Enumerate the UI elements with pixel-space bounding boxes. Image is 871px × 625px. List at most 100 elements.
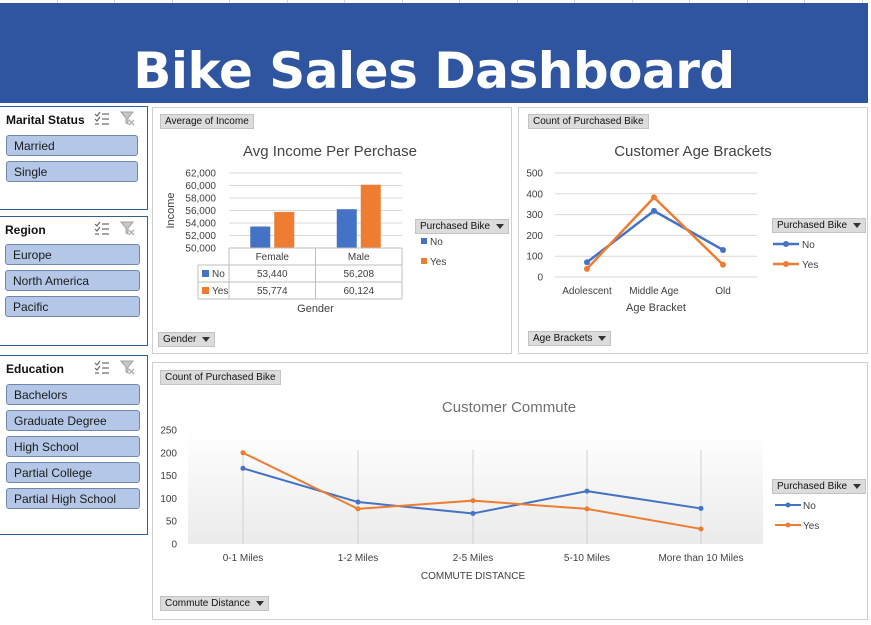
legend-marker-yes	[783, 261, 789, 267]
clear-filter-icon[interactable]	[120, 360, 136, 375]
y-tick-label: 250	[160, 426, 177, 437]
data-point-no	[584, 259, 590, 266]
chart-title: Customer Commute	[442, 399, 576, 416]
bar-yes-female	[274, 211, 295, 248]
data-point-no	[651, 207, 657, 214]
table-series-name: Yes	[212, 286, 228, 297]
legend-label-yes: Yes	[802, 260, 818, 271]
legend-label-no: No	[430, 237, 443, 248]
series-line-no	[586, 209, 724, 264]
y-tick-label: 60,000	[185, 181, 216, 192]
axis-filter-age-brackets[interactable]: Age Brackets	[528, 331, 612, 346]
y-tick-label: 50,000	[185, 244, 216, 255]
x-tick-label: 5-10 Miles	[564, 553, 610, 564]
multi-select-icon[interactable]	[94, 221, 110, 236]
bar-no-female	[250, 226, 271, 248]
y-tick-label: 200	[526, 231, 543, 242]
slicer-item-pacific[interactable]: Pacific	[5, 296, 140, 317]
slicer-item-north-america[interactable]: North America	[5, 270, 140, 291]
x-tick-label: Adolescent	[562, 286, 612, 297]
data-label: 56,208	[343, 269, 374, 280]
legend-filter-purchased-bike[interactable]: Purchased Bike	[415, 219, 510, 234]
x-tick-label: Old	[715, 286, 731, 297]
y-tick-label: 300	[526, 210, 543, 221]
legend-label-yes: Yes	[803, 521, 819, 532]
legend-label-no: No	[802, 240, 815, 251]
dashboard-title: Bike Sales Dashboard	[133, 42, 735, 100]
y-tick-label: 400	[526, 189, 543, 200]
axis-filter-gender[interactable]: Gender	[158, 332, 216, 347]
data-point-yes	[584, 265, 590, 272]
commute-line-chart: Customer Commute 0 50 100 150 200 250 0-1 Miles…	[160, 399, 819, 582]
region-slicer: Region Europe North America Pacific	[0, 216, 148, 346]
multi-select-icon[interactable]	[94, 360, 110, 375]
chart-title: Customer Age Brackets	[614, 143, 772, 160]
y-tick-label: 0	[537, 273, 543, 284]
data-point-yes	[470, 498, 476, 504]
y-tick-label: 500	[526, 169, 543, 180]
age-chart-panel: Count of Purchased Bike Age Brackets Pur…	[518, 107, 868, 354]
slicer-title-education: Education	[6, 362, 65, 376]
legend-filter-purchased-bike[interactable]: Purchased Bike	[772, 479, 867, 494]
y-tick-label: 54,000	[185, 219, 216, 230]
field-tag-count-purchased[interactable]: Count of Purchased Bike	[160, 370, 281, 385]
y-tick-label: 50	[166, 517, 178, 528]
slicer-title-marital: Marital Status	[6, 113, 85, 127]
data-point-no	[698, 505, 704, 511]
field-tag-average-income[interactable]: Average of Income	[160, 114, 254, 129]
clear-filter-icon[interactable]	[120, 221, 136, 236]
field-tag-count-purchased[interactable]: Count of Purchased Bike	[528, 114, 649, 129]
slicer-title-region: Region	[5, 223, 46, 237]
x-tick-label: Male	[348, 252, 370, 263]
y-tick-label: 62,000	[185, 169, 216, 180]
legend-key-no	[421, 238, 427, 244]
slicer-item-bachelors[interactable]: Bachelors	[6, 384, 140, 405]
data-label: 55,774	[257, 286, 288, 297]
y-tick-label: 58,000	[185, 194, 216, 205]
age-line-chart: Customer Age Brackets 0 100 200 300 400 500 Ado…	[526, 143, 818, 314]
y-tick-label: 150	[160, 471, 177, 482]
income-bar-chart: Avg Income Per Perchase 50,000 52,00054,00…	[165, 143, 446, 315]
x-axis-label: Gender	[297, 303, 334, 315]
legend-marker-no	[783, 241, 789, 247]
slicer-item-europe[interactable]: Europe	[5, 244, 140, 265]
y-tick-label: 52,000	[185, 231, 216, 242]
axis-filter-commute-distance[interactable]: Commute Distance	[160, 596, 270, 611]
table-series-name: No	[212, 269, 225, 280]
slicer-item-high-school[interactable]: High School	[6, 436, 140, 457]
data-point-no	[355, 499, 361, 505]
data-point-yes	[240, 450, 246, 456]
legend-filter-purchased-bike[interactable]: Purchased Bike	[772, 218, 867, 233]
y-tick-label: 100	[526, 252, 543, 263]
slicer-item-partial-high-school[interactable]: Partial High School	[6, 488, 140, 509]
data-point-yes	[698, 526, 704, 532]
slicer-item-married[interactable]: Married	[6, 135, 138, 156]
legend-marker-no	[785, 502, 791, 508]
legend-label-yes: Yes	[430, 257, 446, 268]
slicer-item-partial-college[interactable]: Partial College	[6, 462, 140, 483]
x-tick-label: 2-5 Miles	[453, 553, 494, 564]
data-point-yes	[355, 506, 361, 512]
multi-select-icon[interactable]	[94, 111, 110, 126]
data-label: 53,440	[257, 269, 288, 280]
data-point-yes	[651, 194, 657, 201]
data-point-yes	[720, 261, 726, 268]
data-point-no	[470, 510, 476, 516]
table-legend-key-yes	[202, 287, 209, 294]
x-axis-label: Age Bracket	[626, 302, 686, 314]
chart-title: Avg Income Per Perchase	[243, 143, 417, 160]
bar-no-male	[336, 209, 357, 248]
legend-key-yes	[421, 258, 427, 264]
x-axis-label: COMMUTE DISTANCE	[421, 571, 526, 582]
clear-filter-icon[interactable]	[120, 111, 136, 126]
y-tick-label: 200	[160, 448, 177, 459]
data-point-no	[240, 465, 246, 471]
x-tick-label: Female	[256, 252, 290, 263]
dashboard-banner: Bike Sales Dashboard	[0, 3, 868, 103]
y-tick-label: 56,000	[185, 206, 216, 217]
marital-status-slicer: Marital Status Married Single	[0, 106, 148, 210]
x-tick-label: Middle Age	[629, 286, 679, 297]
slicer-item-single[interactable]: Single	[6, 161, 138, 182]
slicer-item-graduate-degree[interactable]: Graduate Degree	[6, 410, 140, 431]
legend-marker-yes	[785, 522, 791, 528]
